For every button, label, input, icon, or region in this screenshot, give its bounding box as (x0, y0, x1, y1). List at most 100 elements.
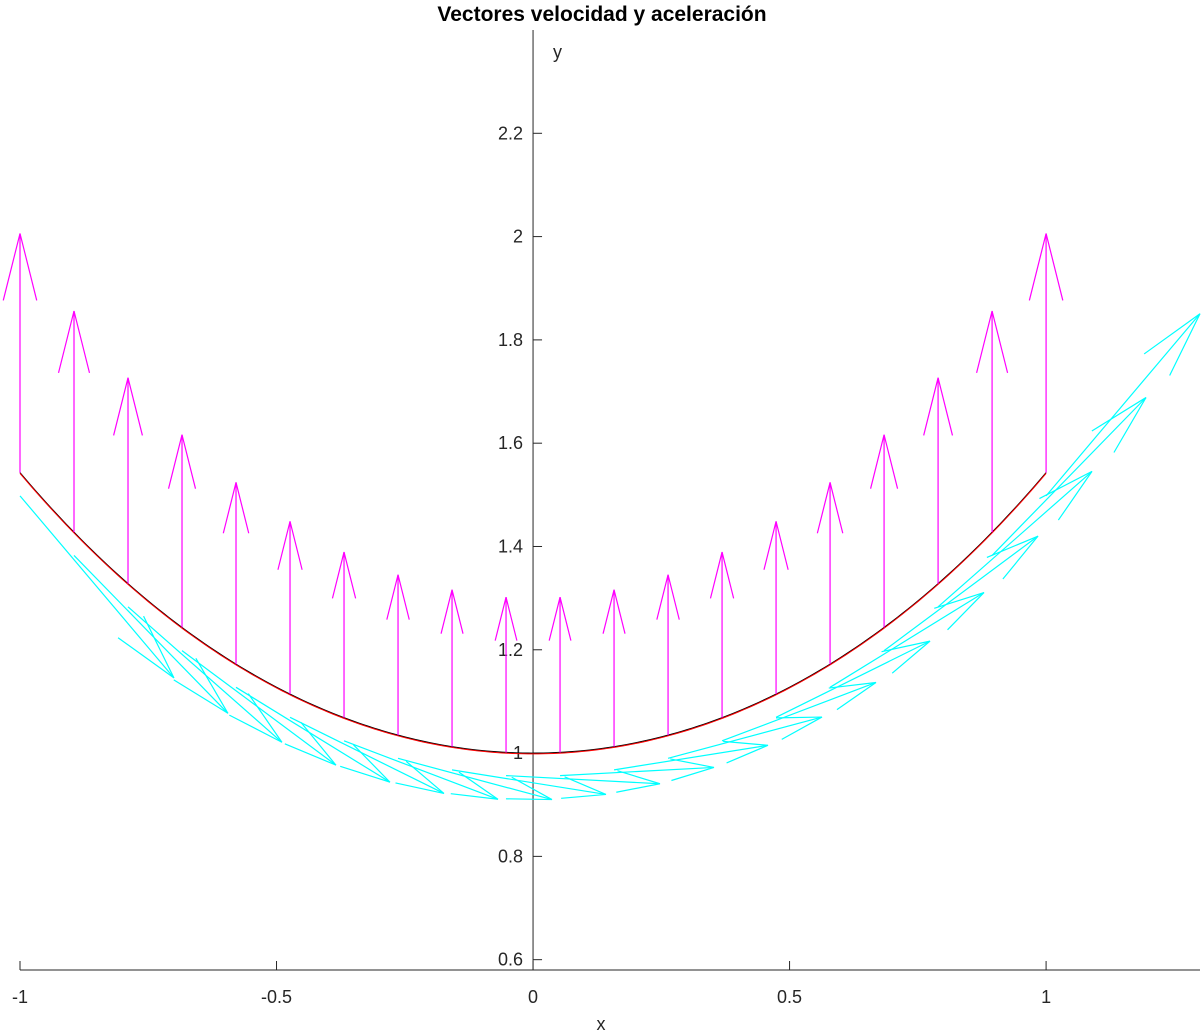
vector-arrow (775, 640, 931, 718)
vector-arrow (976, 310, 1009, 533)
arrow-head (167, 434, 197, 489)
vector-arrow (289, 716, 445, 795)
arrow-head (934, 591, 985, 631)
vector-arrow (222, 482, 250, 665)
arrow-head (923, 377, 954, 436)
arrow-head (775, 716, 823, 740)
x-tick-label: 0.5 (777, 987, 802, 1007)
vector-arrow (709, 551, 735, 718)
arrow-shaft (721, 681, 877, 742)
arrow-shaft (775, 640, 931, 718)
y-tick-label: 0.8 (498, 846, 523, 866)
arrow-head (450, 771, 499, 800)
vector-arrow (816, 482, 844, 665)
x-tick-label: 1 (1041, 987, 1051, 1007)
arrow-shaft (397, 757, 553, 801)
arrow-head (816, 482, 844, 534)
arrow-head (616, 770, 661, 793)
arrow-head (277, 521, 303, 570)
y-tick-label: 1.6 (498, 433, 523, 453)
vector-arrow (721, 681, 877, 742)
arrow-shaft (829, 592, 985, 688)
curve (19, 472, 1047, 755)
x-tick-label: -1 (12, 987, 28, 1007)
vector-arrow (763, 521, 789, 695)
vector-arrow (829, 591, 985, 688)
x-tick-label: 0 (528, 987, 538, 1007)
arrow-head (602, 589, 626, 634)
arrow-shaft (127, 606, 283, 743)
vector-arrow (113, 377, 143, 584)
arrow-head (656, 574, 680, 620)
arrow-head (1143, 313, 1201, 376)
y-tick-label: 0.6 (498, 950, 523, 970)
arrow-head (229, 693, 283, 743)
axes (20, 30, 1200, 971)
vector-arrow (506, 770, 661, 793)
arrow-shaft (343, 740, 499, 800)
arrow-shaft (181, 650, 337, 766)
vector-arrow (613, 740, 769, 771)
arrow-head (561, 776, 607, 799)
y-tick-label: 2 (513, 227, 523, 247)
arrow-shaft (667, 716, 823, 759)
arrow-shaft (883, 535, 1039, 652)
vector-arrow (937, 470, 1093, 608)
vector-arrow (331, 551, 357, 718)
arrow-head (331, 551, 357, 599)
arrow-head (113, 377, 143, 436)
vector-arrow (167, 434, 197, 628)
vector-arrow (602, 589, 626, 747)
arrow-head (1028, 233, 1064, 301)
arrow-shaft (19, 495, 175, 679)
arrow-head (670, 758, 715, 782)
arrow-shaft (1045, 313, 1201, 497)
vector-arrow (57, 310, 91, 533)
vector-arrow (181, 650, 337, 766)
arrow-head (494, 597, 518, 641)
vector-arrow (560, 758, 715, 782)
arrow-shaft (451, 769, 607, 796)
arrow-head (763, 521, 789, 570)
arrow-shaft (73, 554, 229, 714)
arrow-shaft (506, 775, 660, 785)
vector-arrow (343, 740, 499, 800)
chart-title: Vectores velocidad y aceleración (437, 3, 766, 26)
arrow-shaft (560, 766, 714, 777)
vector-arrow (19, 495, 175, 679)
arrow-shaft (235, 686, 391, 783)
vector-arrow (494, 597, 518, 753)
arrow-head (284, 721, 337, 766)
vector-arrow (440, 589, 464, 747)
arrow-head (386, 574, 410, 620)
vector-arrow (386, 574, 410, 736)
ticks: -1 -0.5 0 0.5 10.60.811.21.41.61.822.2 (12, 123, 1051, 1007)
y-tick-label: 1.2 (498, 640, 523, 660)
arrow-head (709, 551, 735, 599)
vector-arrow (870, 434, 899, 628)
arrow-head (976, 310, 1009, 374)
y-tick-label: 1.8 (498, 330, 523, 350)
arrow-head (57, 310, 91, 374)
arrow-head (828, 681, 877, 711)
arrow-head (395, 760, 445, 795)
vector-arrow (235, 686, 391, 783)
curve-line (19, 472, 1047, 754)
x-tick-label: -0.5 (261, 987, 292, 1007)
arrow-head (2, 233, 38, 301)
vector-arrow (1028, 233, 1064, 473)
vector-arrow (548, 597, 572, 753)
vector-arrow (397, 757, 553, 801)
arrow-shaft (937, 470, 1093, 608)
vector-arrow (127, 606, 283, 743)
y-axis-label: y (553, 42, 562, 62)
vector-arrow (451, 769, 607, 799)
arrow-head (440, 589, 464, 634)
arrow-head (881, 640, 931, 674)
arrow-head (870, 434, 899, 489)
vector-arrow (667, 716, 823, 759)
arrow-head (986, 535, 1039, 580)
acceleration-vectors (2, 233, 1064, 753)
y-tick-label: 1.4 (498, 536, 523, 556)
